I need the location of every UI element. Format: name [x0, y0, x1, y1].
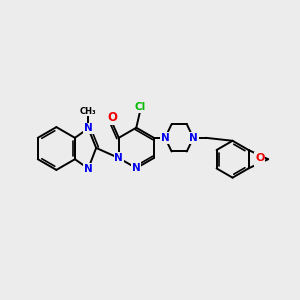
- Text: N: N: [161, 133, 170, 143]
- Text: N: N: [84, 123, 93, 134]
- Text: Cl: Cl: [134, 102, 146, 112]
- Text: N: N: [114, 153, 123, 163]
- Text: O: O: [255, 153, 265, 163]
- Text: O: O: [107, 111, 117, 124]
- Text: O: O: [255, 156, 265, 166]
- Text: CH₃: CH₃: [80, 107, 97, 116]
- Text: N: N: [132, 163, 141, 173]
- Text: N: N: [84, 164, 93, 174]
- Text: N: N: [189, 133, 198, 143]
